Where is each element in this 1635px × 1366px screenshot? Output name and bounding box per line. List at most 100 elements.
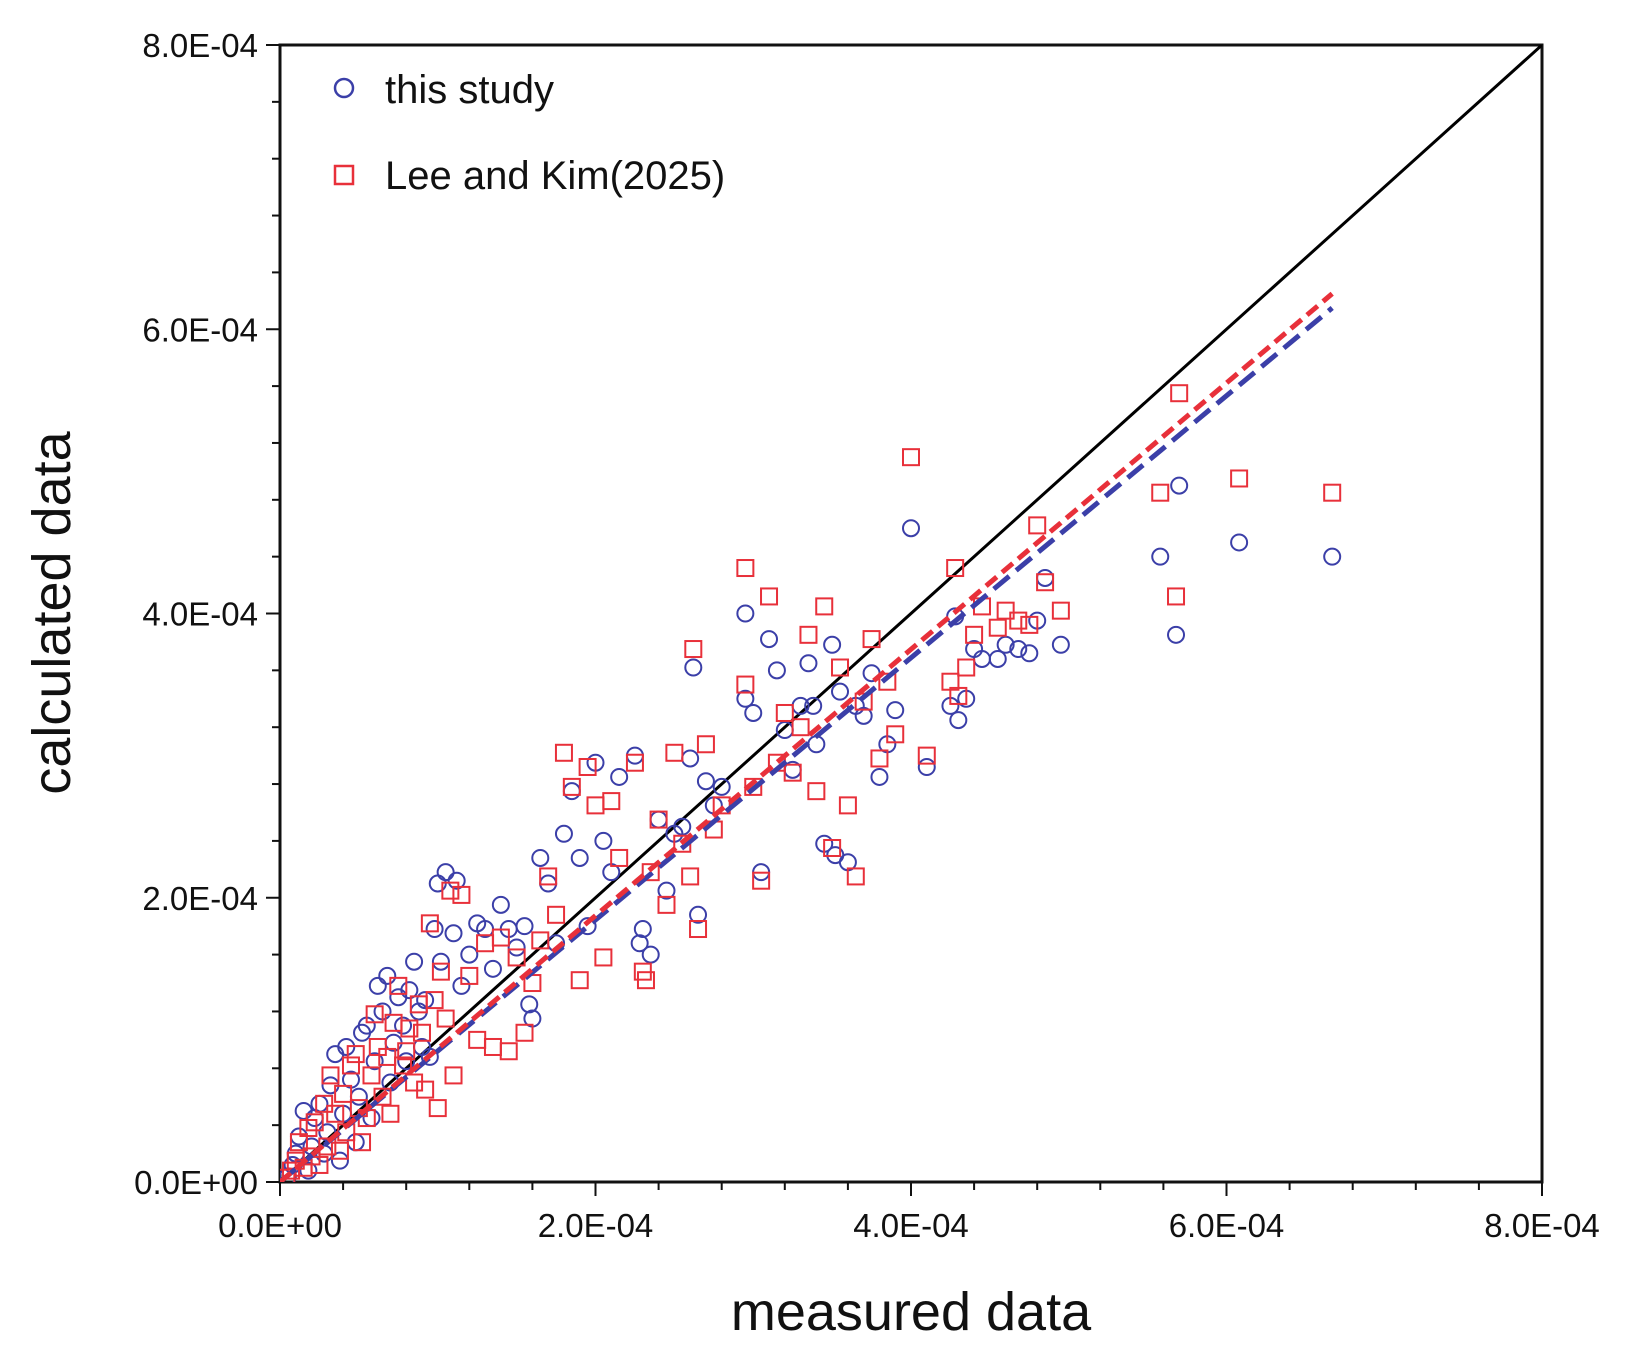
data-point-square [1170, 384, 1189, 403]
data-point-circle [491, 895, 510, 914]
data-point-square [902, 448, 920, 467]
data-point-circle [996, 635, 1015, 654]
y-axis-title: calculated data [22, 430, 82, 794]
data-point-circle [744, 703, 763, 722]
data-point-circle [949, 711, 968, 730]
data-point-square [554, 743, 573, 762]
legend-marker-circle-icon [333, 77, 355, 99]
data-point-square [1151, 483, 1170, 502]
data-point-square [696, 735, 715, 754]
data-point-square [1167, 587, 1186, 606]
data-point-circle [972, 649, 991, 668]
data-point-circle [515, 917, 534, 936]
data-point-circle [630, 934, 649, 953]
data-point-circle [368, 976, 387, 995]
data-point-circle [562, 782, 581, 801]
data-point-circle [641, 945, 660, 964]
data-point-circle [712, 777, 731, 796]
data-point-square [736, 675, 755, 694]
data-point-circle [400, 981, 419, 1000]
data-point-square [594, 948, 613, 967]
series-lee-and-kim-points [280, 384, 1342, 1182]
data-point-square [1051, 601, 1070, 620]
data-point-circle [988, 649, 1007, 668]
data-point-square [397, 1042, 416, 1061]
data-point-square [460, 966, 479, 985]
data-point-square [346, 1045, 365, 1064]
data-point-square [791, 718, 810, 737]
x-tick-label: 0.0E+00 [218, 1207, 342, 1244]
data-point-circle [483, 959, 502, 978]
data-point-square [665, 743, 684, 762]
data-point-square [436, 1009, 455, 1028]
data-point-square [625, 753, 644, 772]
data-point-square [353, 1133, 372, 1152]
data-point-circle [554, 824, 573, 843]
data-point-circle [775, 721, 794, 740]
data-point-circle [657, 881, 676, 900]
data-point-circle [531, 848, 550, 867]
data-point-square [1323, 483, 1342, 502]
data-point-square [315, 1094, 334, 1113]
x-tick-label: 4.0E-04 [853, 1207, 969, 1244]
data-point-square [365, 1005, 384, 1024]
x-axis-title: measured data [731, 1282, 1092, 1342]
data-point-circle [507, 938, 526, 957]
data-point-circle [1230, 533, 1249, 552]
data-point-circle [917, 757, 936, 776]
data-point-circle [1170, 476, 1189, 495]
data-point-circle [760, 630, 779, 649]
data-point-square [483, 1037, 502, 1056]
data-point-square [815, 597, 834, 616]
data-point-circle [684, 658, 703, 677]
data-point-square [282, 1161, 301, 1180]
data-point-circle [299, 1161, 318, 1180]
data-point-square [321, 1066, 340, 1085]
data-point-circle [578, 917, 597, 936]
data-point-circle [1167, 625, 1186, 644]
data-point-circle [1051, 635, 1070, 654]
data-point-circle [460, 945, 479, 964]
data-point-square [823, 839, 842, 858]
legend-marker-square-icon [333, 164, 355, 186]
data-point-circle [431, 952, 450, 971]
data-point-circle [689, 905, 708, 924]
data-point-circle [1151, 547, 1170, 566]
data-point-square [681, 867, 700, 886]
data-point-square [988, 618, 1007, 637]
data-point-square [636, 971, 655, 990]
y-tick-label: 6.0E-04 [142, 311, 258, 348]
data-point-circle [696, 772, 715, 791]
data-point-square [368, 1037, 387, 1056]
data-point-square [425, 991, 444, 1010]
data-point-square [831, 658, 850, 677]
data-point-square [289, 1133, 308, 1152]
data-point-circle [349, 1087, 368, 1106]
data-point-square [428, 1099, 447, 1118]
series-this-study-points [280, 476, 1342, 1182]
data-point-square [775, 703, 794, 722]
data-point-square [1230, 469, 1249, 488]
data-point-square [870, 749, 889, 768]
data-point-square [862, 630, 881, 649]
data-point-circle [736, 604, 755, 623]
data-point-square [649, 810, 668, 829]
data-point-square [1020, 615, 1039, 634]
data-point-square [389, 976, 408, 995]
data-point-square [531, 931, 550, 950]
data-point-circle [1020, 644, 1039, 663]
data-point-circle [649, 810, 668, 829]
y-tick-label: 8.0E-04 [142, 27, 258, 64]
data-point-circle [804, 696, 823, 715]
data-point-circle [346, 1133, 365, 1152]
data-point-square [684, 640, 703, 659]
data-point-circle [425, 920, 444, 939]
data-point-circle [673, 817, 692, 836]
data-point-circle [1323, 547, 1342, 566]
data-point-circle [436, 863, 455, 882]
data-point-circle [330, 1151, 349, 1170]
x-tick-label: 8.0E-04 [1484, 1207, 1600, 1244]
data-point-square [491, 928, 510, 947]
data-point-circle [681, 749, 700, 768]
